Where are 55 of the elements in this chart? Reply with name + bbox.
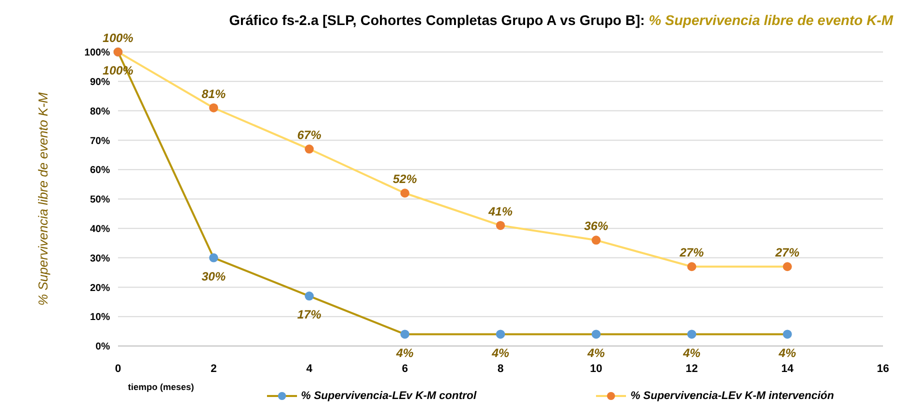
chart-title: Gráfico fs-2.a [SLP, Cohortes Completas Grupo A vs Grupo B]: [229,12,645,28]
y-tick-label: 60% [90,165,110,176]
x-tick-label: 4 [306,362,314,375]
data-label: 100% [102,31,134,45]
point [209,253,218,262]
y-tick-label: 50% [90,194,110,206]
point [304,292,314,301]
y-tick-label: 10% [90,312,110,324]
point [592,330,601,339]
x-tick-label: 10 [590,362,602,375]
data-label: 36% [584,219,608,234]
point [782,330,792,339]
point [400,330,410,339]
y-tick-label: 20% [90,282,110,294]
y-tick-label: 100% [84,48,110,59]
y-tick-label: 40% [90,224,110,235]
y-axis-title: % Supervivencia libre de evento K-M [36,92,51,306]
data-label: 27% [774,246,800,260]
point [496,330,505,339]
legend-label: % Supervivencia-LEv K-M control [301,390,476,402]
data-label: 4% [395,346,414,360]
point [304,144,314,154]
chart-subtitle: % Supervivencia libre de evento K-M [648,12,893,28]
data-label: 30% [202,269,226,284]
data-label: 27% [678,246,704,260]
data-label: 17% [297,308,322,322]
legend-label: % Supervivencia-LEv K-M intervención [630,390,834,402]
x-tick-label: 6 [402,362,408,375]
data-label: 81% [202,86,226,101]
y-tick-label: 90% [90,76,110,88]
x-tick-label: 0 [114,362,122,375]
y-tick-label: 70% [90,136,110,147]
x-tick-label: 16 [876,362,890,375]
x-tick-label: 2 [210,362,217,375]
data-label: 4% [586,346,606,360]
data-label: 4% [778,346,796,360]
x-tick-label: 8 [497,362,504,375]
point [687,330,696,339]
point [400,188,410,198]
x-tick-label: 12 [686,362,698,375]
x-tick-label: 14 [781,362,794,375]
point [496,220,505,230]
point [687,262,696,272]
x-axis-title: tiempo (meses) [128,382,194,392]
data-label: 67% [297,128,322,142]
data-label: 52% [392,172,418,186]
y-tick-label: 80% [90,106,110,118]
y-tick-label: 30% [90,253,110,264]
point [782,262,792,272]
data-label: 4% [682,346,701,360]
point [209,103,218,112]
point [592,236,601,245]
data-label: 41% [487,204,513,218]
y-tick-label: 0% [96,342,110,353]
data-label: 4% [490,346,510,360]
